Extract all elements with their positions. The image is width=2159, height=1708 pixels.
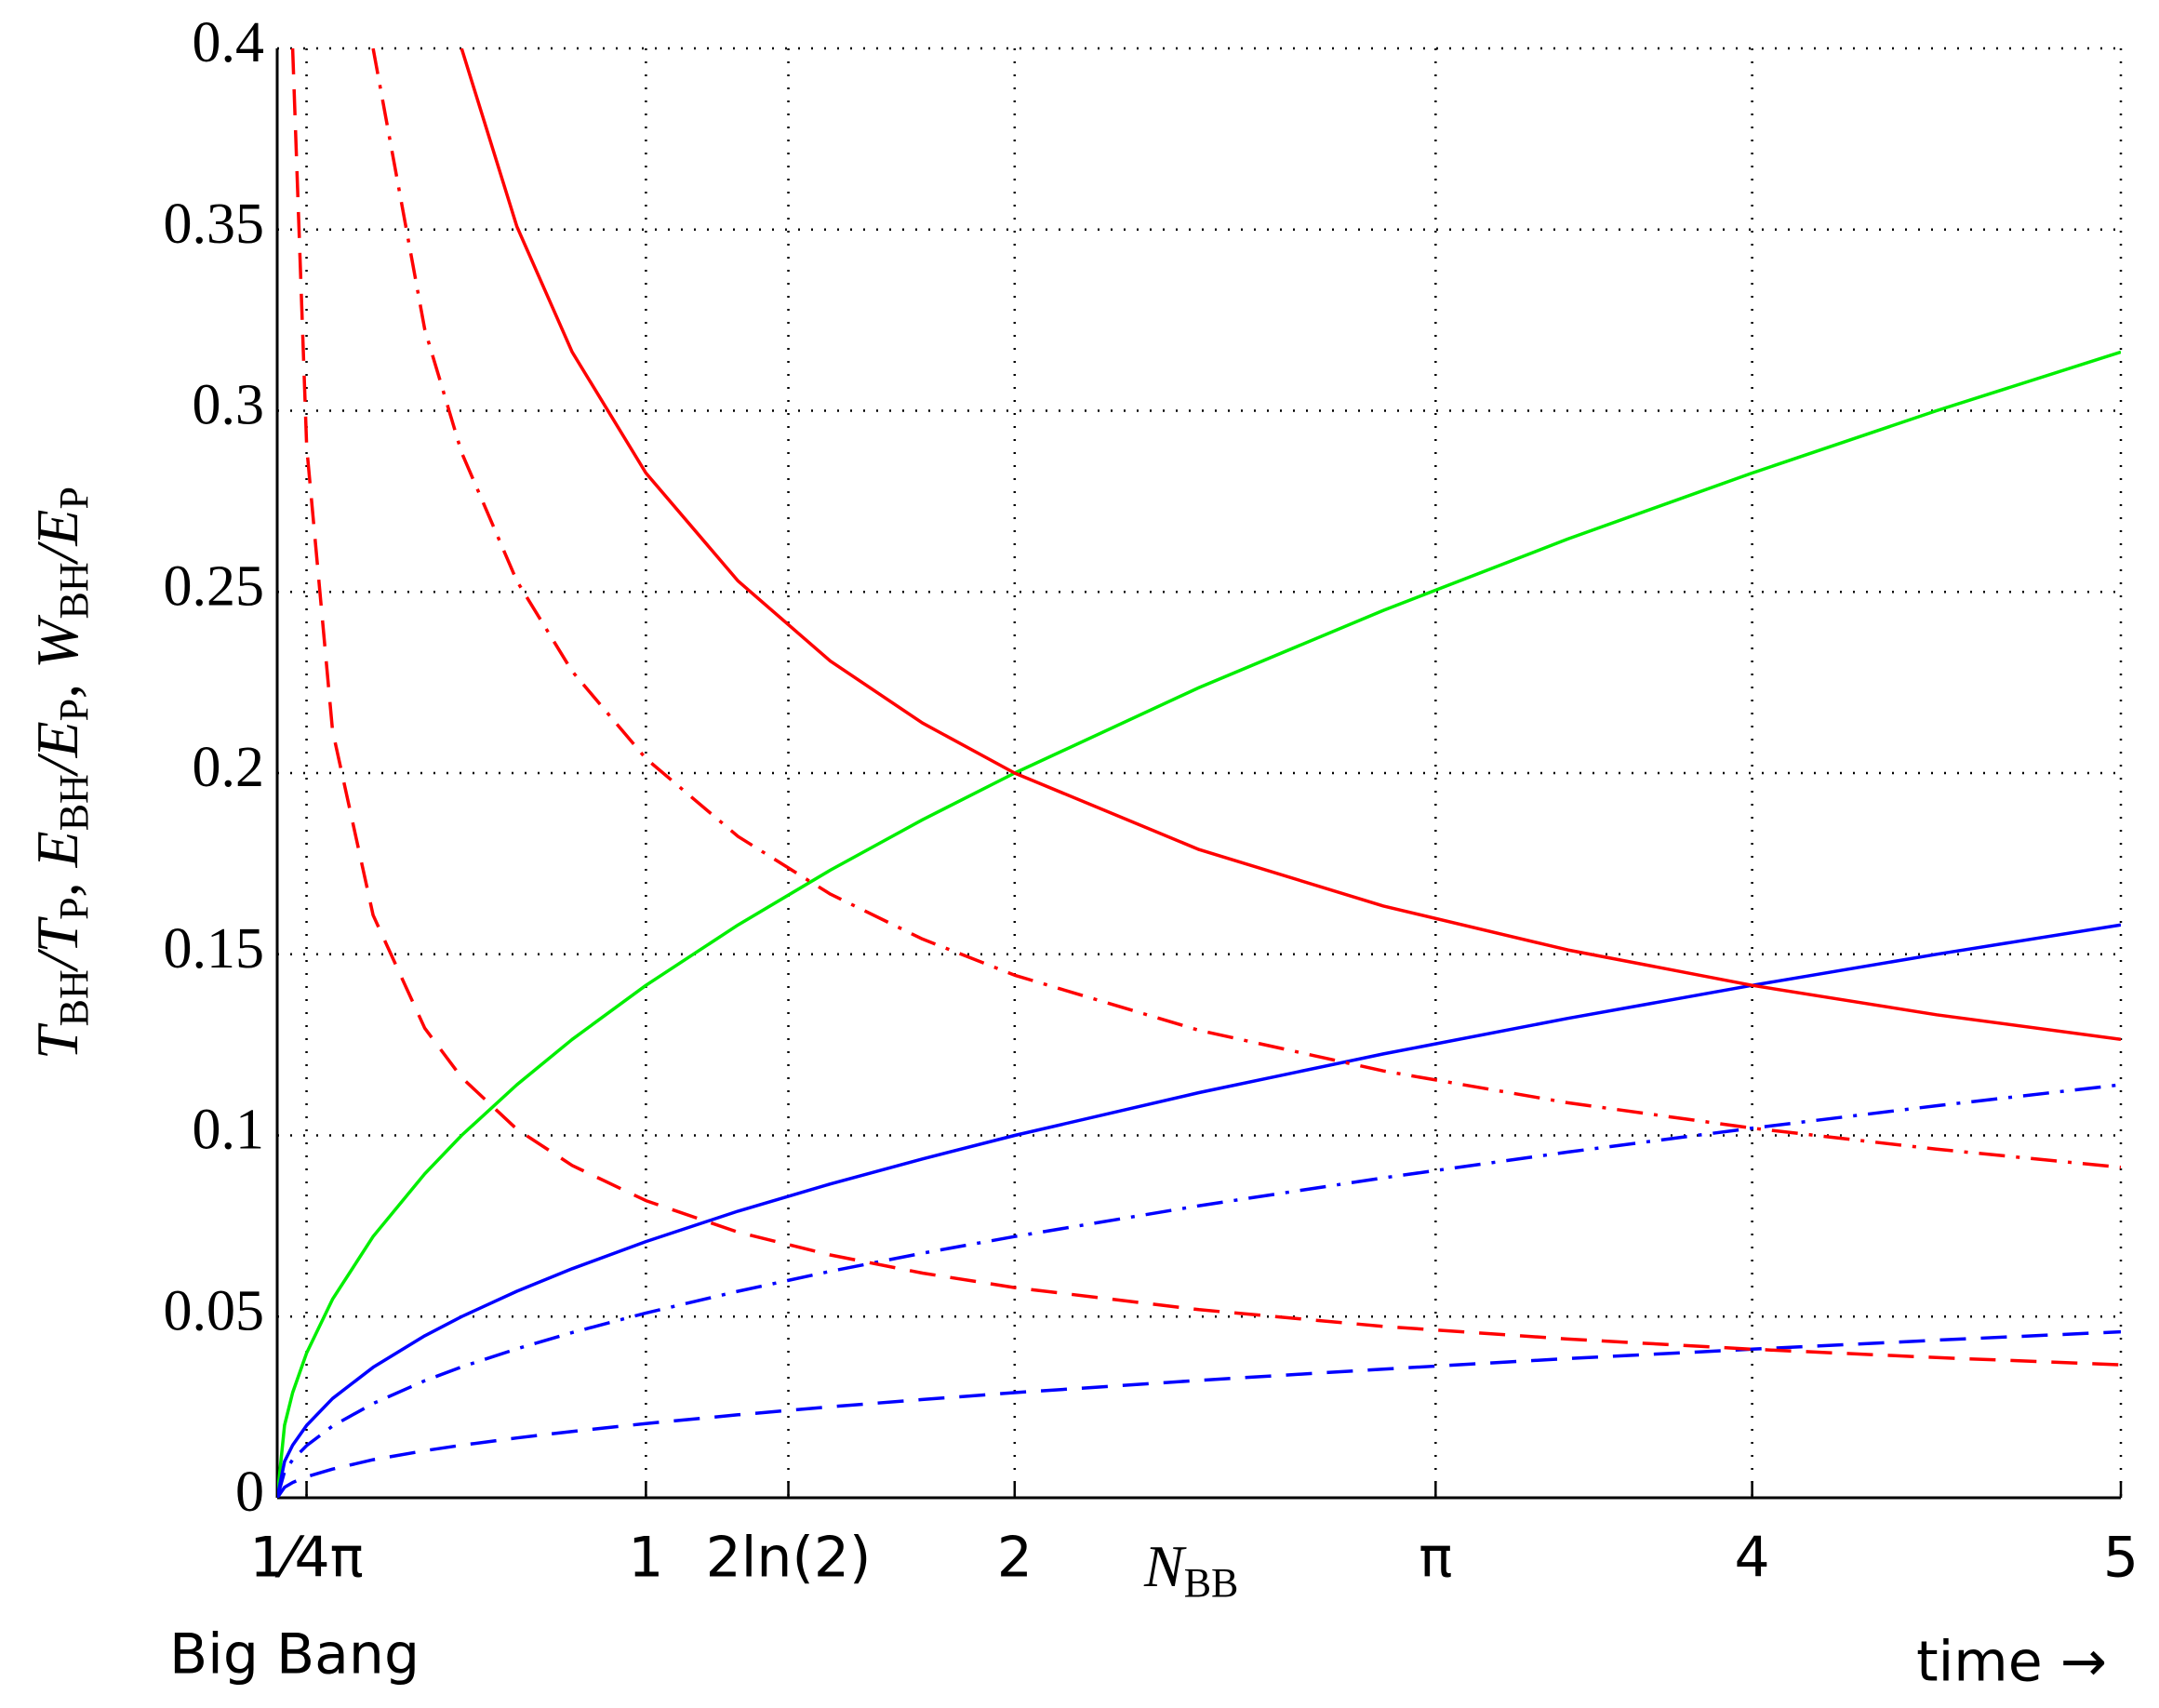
data-line bbox=[277, 1083, 2121, 1498]
x-tick-label: 5 bbox=[2103, 1526, 2139, 1591]
axis-label-subscript: BB bbox=[1184, 1560, 1239, 1606]
annotation: Big Bang bbox=[169, 1622, 420, 1688]
axis-label-part: /E bbox=[24, 721, 90, 777]
axis-label-subscript: BH bbox=[51, 774, 97, 831]
y-tick-label: 0.15 bbox=[164, 917, 265, 981]
axis-label-subscript: P bbox=[51, 897, 97, 919]
data-line bbox=[277, 350, 2121, 1498]
axis-label-part: , E bbox=[24, 831, 90, 897]
annotation: time → bbox=[1916, 1630, 2107, 1695]
axis-label: NBB bbox=[1143, 1533, 1238, 1606]
x-tick-label: 1 bbox=[628, 1526, 663, 1591]
x-tick-label: π bbox=[1419, 1526, 1452, 1591]
plot-area bbox=[277, 48, 2121, 1498]
y-tick-label: 0.3 bbox=[193, 374, 265, 437]
axis-label-subscript: BH bbox=[51, 562, 97, 619]
axis-label-subscript: P bbox=[51, 487, 97, 509]
axis-label-subscript: P bbox=[51, 699, 97, 721]
data-line bbox=[460, 48, 2121, 1042]
axis-label-part: /T bbox=[24, 915, 90, 972]
axis-label-part: T bbox=[24, 1022, 90, 1060]
axis-label-part: /E bbox=[24, 510, 90, 566]
x-tick-label: 1⁄4π bbox=[249, 1526, 364, 1591]
axis-label-subscript: BH bbox=[51, 969, 97, 1026]
x-tick-label: 2ln(2) bbox=[706, 1526, 872, 1591]
x-tick-label: 2 bbox=[997, 1526, 1033, 1591]
data-line bbox=[277, 1329, 2121, 1498]
y-tick-label: 0.25 bbox=[164, 554, 265, 618]
axis-label: TBH/TP, EBH/EP, WBH/EP bbox=[24, 487, 97, 1060]
y-tick-label: 0.35 bbox=[164, 193, 265, 256]
x-tick-label: 4 bbox=[1735, 1526, 1770, 1591]
axis-label-part: N bbox=[1143, 1533, 1187, 1599]
y-tick-label: 0.4 bbox=[193, 11, 265, 74]
data-line bbox=[371, 48, 2121, 1169]
data-line bbox=[290, 48, 2121, 1367]
data-line bbox=[277, 923, 2121, 1498]
y-tick-label: 0.05 bbox=[164, 1279, 265, 1342]
y-tick-label: 0 bbox=[235, 1461, 264, 1524]
y-tick-label: 0.2 bbox=[193, 736, 265, 799]
y-tick-label: 0.1 bbox=[193, 1099, 265, 1162]
axis-label-part: , W bbox=[24, 614, 90, 699]
